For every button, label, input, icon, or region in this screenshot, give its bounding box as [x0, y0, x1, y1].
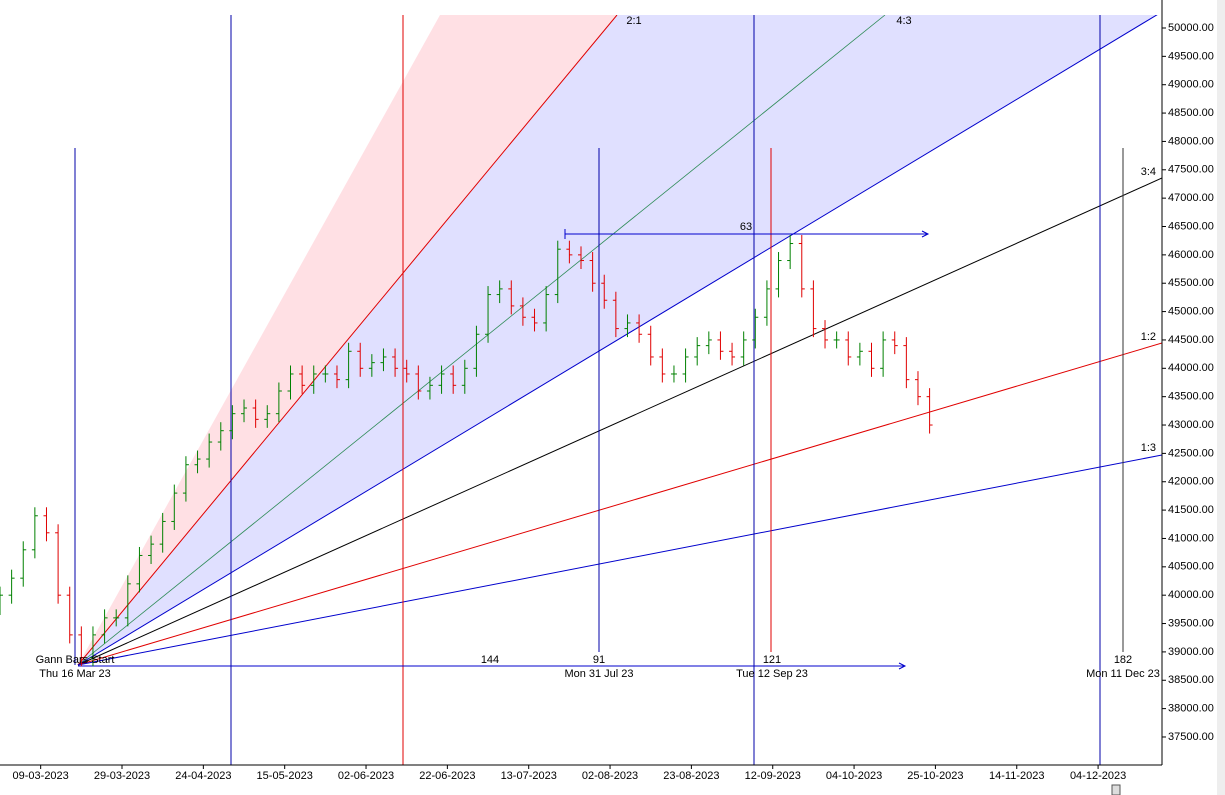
fan-label: 3:4	[1141, 166, 1156, 178]
scroll-thumb[interactable]	[1111, 784, 1121, 795]
y-tick-label: 41500.00	[1168, 504, 1214, 516]
gann-fan	[74, 15, 1162, 765]
y-tick-label: 48500.00	[1168, 107, 1214, 119]
x-tick-label: 22-06-2023	[419, 770, 475, 782]
x-tick-label: 14-11-2023	[989, 770, 1044, 782]
fan-label: 1:2	[1141, 331, 1156, 343]
x-tick-label: 13-07-2023	[501, 770, 557, 782]
y-tick-label: 41000.00	[1168, 532, 1214, 544]
date-label: Tue 12 Sep 23	[736, 668, 808, 680]
y-tick-label: 49500.00	[1168, 50, 1214, 62]
date-label: Mon 31 Jul 23	[564, 668, 633, 680]
count-label: 63	[740, 221, 752, 233]
y-tick-label: 45500.00	[1168, 277, 1214, 289]
date-label: Mon 11 Dec 23	[1086, 668, 1160, 680]
x-tick-label: 02-06-2023	[338, 770, 394, 782]
scrollbar[interactable]	[1217, 0, 1225, 795]
y-tick-label: 39000.00	[1168, 646, 1214, 658]
annotations: 2:1 4:3 3:4 1:2 1:3 63 Gann Bars Start T…	[36, 15, 1160, 680]
y-tick-label: 49000.00	[1168, 79, 1214, 91]
fan-line	[77, 342, 1162, 666]
x-tick-label: 04-12-2023	[1070, 770, 1126, 782]
y-tick-label: 47000.00	[1168, 192, 1214, 204]
x-tick-label: 02-08-2023	[582, 770, 638, 782]
fan-line	[77, 15, 618, 666]
x-tick-label: 25-10-2023	[907, 770, 963, 782]
arrow-head	[898, 662, 907, 670]
fan-line	[77, 15, 886, 666]
x-tick-label: 09-03-2023	[13, 770, 69, 782]
count-label: 144	[481, 654, 499, 666]
fan-line	[77, 15, 1158, 666]
y-tick-label: 48000.00	[1168, 135, 1214, 147]
x-tick-label: 04-10-2023	[826, 770, 882, 782]
x-tick-label: 29-03-2023	[94, 770, 150, 782]
start-label: Gann Bars Start	[36, 654, 115, 666]
start-date: Thu 16 Mar 23	[39, 668, 111, 680]
x-tick-label: 23-08-2023	[663, 770, 719, 782]
y-tick-label: 46000.00	[1168, 249, 1214, 261]
count-label: 121	[763, 654, 781, 666]
y-tick-label: 37500.00	[1168, 731, 1214, 743]
count-label: 182	[1114, 654, 1132, 666]
axis-ticks: 37500.00 38000.00 38500.00 39000.00 39500.00…	[13, 22, 1214, 782]
y-tick-label: 40000.00	[1168, 589, 1214, 601]
y-tick-label: 42500.00	[1168, 447, 1214, 459]
fan-line	[77, 177, 1162, 666]
x-tick-label: 24-04-2023	[175, 770, 231, 782]
fan-label: 2:1	[626, 15, 641, 27]
fan-line	[77, 454, 1162, 666]
y-tick-label: 44500.00	[1168, 334, 1214, 346]
count-label: 91	[593, 654, 605, 666]
y-tick-label: 47500.00	[1168, 164, 1214, 176]
y-tick-label: 43000.00	[1168, 419, 1214, 431]
fan-label: 4:3	[896, 15, 911, 27]
y-tick-label: 38000.00	[1168, 703, 1214, 715]
y-tick-label: 46500.00	[1168, 220, 1214, 232]
y-tick-label: 38500.00	[1168, 674, 1214, 686]
y-tick-label: 43500.00	[1168, 391, 1214, 403]
arrow-head	[921, 230, 930, 238]
y-tick-label: 42000.00	[1168, 476, 1214, 488]
y-tick-label: 39500.00	[1168, 617, 1214, 629]
y-tick-label: 40500.00	[1168, 561, 1214, 573]
y-tick-label: 44000.00	[1168, 362, 1214, 374]
x-tick-label: 15-05-2023	[257, 770, 313, 782]
price-bars	[0, 235, 933, 667]
x-tick-label: 12-09-2023	[745, 770, 801, 782]
y-tick-label: 45000.00	[1168, 305, 1214, 317]
y-tick-label: 50000.00	[1168, 22, 1214, 34]
fan-label: 1:3	[1141, 442, 1156, 454]
